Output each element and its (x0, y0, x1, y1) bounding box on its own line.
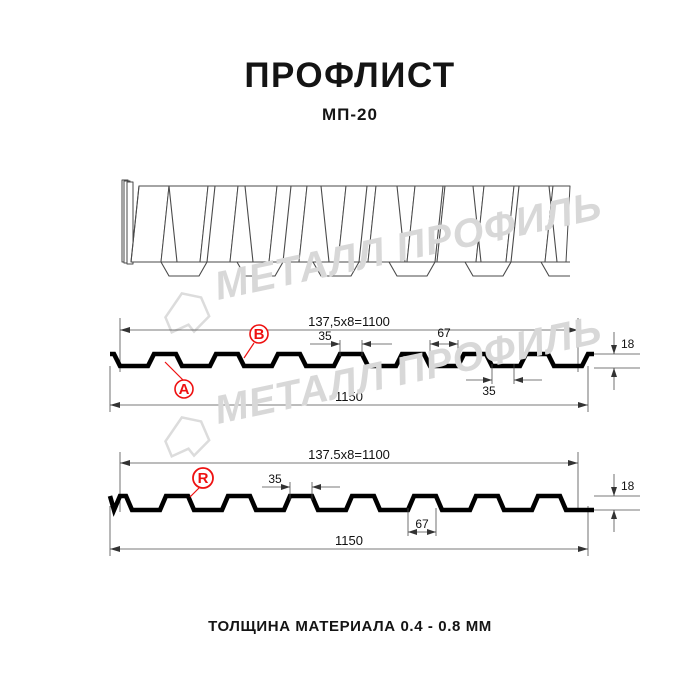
dim-arrow (331, 341, 340, 347)
dim-flank-upper: 35 (318, 329, 332, 343)
dim-arrow (120, 327, 130, 333)
callout-b-label: B (254, 326, 265, 343)
dim-arrow (281, 484, 290, 490)
dim-arrow (568, 460, 578, 466)
callout-a: A (164, 361, 194, 399)
profile-waveform (110, 351, 594, 369)
dim-arrow (611, 510, 617, 519)
dim-arrow (568, 327, 578, 333)
dim-arrow (110, 402, 120, 408)
page-subtitle: МП-20 (322, 105, 378, 124)
dim-arrow (427, 529, 436, 535)
dim-overall-top: 137,5x8=1100 (308, 314, 390, 329)
dim-arrow (611, 345, 617, 354)
dim-arrow (430, 341, 439, 347)
watermark-logo (164, 415, 211, 459)
dim-flank-lower: 35 (482, 384, 496, 398)
dim-overall-bottom: 1150 (335, 389, 363, 404)
dim-arrow (362, 341, 371, 347)
dim-arrow (120, 460, 130, 466)
rib-unit (130, 185, 571, 263)
dim-arrow (408, 529, 417, 535)
dim-flank-upper-2: 35 (268, 472, 282, 486)
callout-r-label: R (198, 470, 209, 487)
callout-a-label: A (179, 381, 190, 398)
dim-height-2: 18 (621, 479, 635, 493)
dim-arrow (483, 377, 492, 383)
dim-rib-top-2: 67 (415, 517, 429, 531)
dim-arrow (514, 377, 523, 383)
dim-rib-top: 67 (437, 326, 451, 340)
watermark-logo (164, 291, 211, 335)
dim-height: 18 (621, 337, 635, 351)
dim-arrow (611, 368, 617, 377)
callout-r: R (189, 467, 214, 498)
dim-overall-top-2: 137.5x8=1100 (308, 447, 390, 462)
page-title: ПРОФЛИСТ (244, 56, 456, 95)
dim-arrow (578, 402, 588, 408)
dim-arrow (611, 487, 617, 496)
dim-overall-bottom-2: 1150 (335, 533, 363, 548)
profile-waveform-inverted (107, 493, 594, 517)
dim-arrow (312, 484, 321, 490)
dim-arrow (578, 546, 588, 552)
callout-b: B (243, 324, 269, 359)
dim-arrow (110, 546, 120, 552)
dim-arrow (449, 341, 458, 347)
material-thickness-caption: ТОЛЩИНА МАТЕРИАЛА 0.4 - 0.8 ММ (208, 618, 492, 635)
